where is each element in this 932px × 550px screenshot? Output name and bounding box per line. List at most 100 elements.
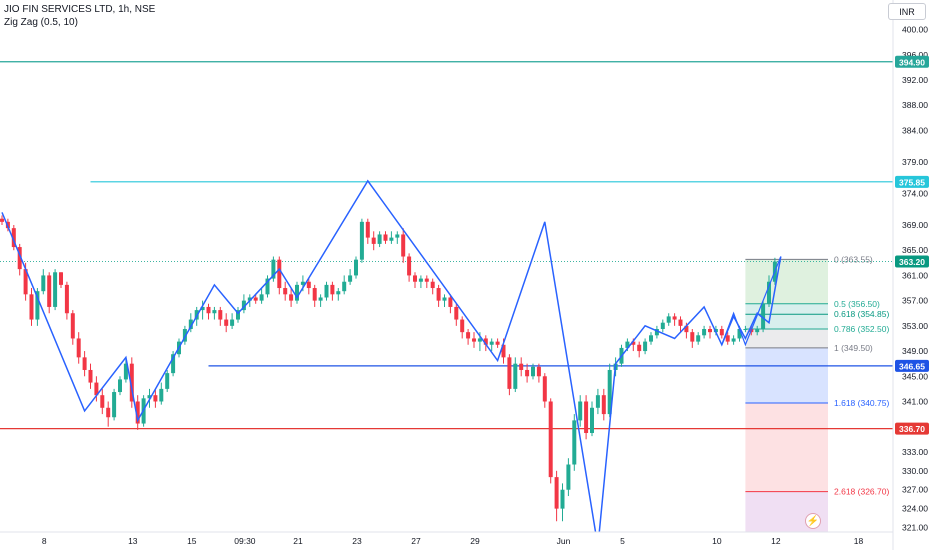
candle-body (159, 388, 164, 402)
candle-body (566, 464, 571, 490)
price-badge-label: 394.90 (899, 57, 925, 67)
candle-body (607, 369, 612, 415)
price-tick-label: 388.00 (902, 100, 928, 110)
candle-body (171, 354, 176, 374)
candle-body (330, 284, 335, 295)
candle-body (519, 363, 524, 370)
candle-body (82, 357, 87, 370)
candle-body (554, 477, 559, 509)
candle-body (295, 284, 299, 301)
candle-body (654, 329, 659, 336)
price-tick-label: 349.00 (902, 346, 928, 356)
candle-body (241, 300, 246, 311)
candle-body (672, 316, 677, 320)
candle-body (743, 329, 748, 330)
candle-body (395, 234, 400, 238)
candle-body (495, 341, 500, 345)
candle-body (595, 395, 600, 408)
price-tick-label: 353.00 (902, 321, 928, 331)
price-badge (895, 175, 929, 188)
price-tick-label: 333.00 (902, 447, 928, 457)
candle-body (560, 489, 565, 509)
candle-body (123, 363, 128, 380)
candle-body (265, 278, 270, 295)
candle-body (259, 294, 264, 301)
candle-body (300, 281, 305, 285)
price-badge (895, 422, 929, 435)
price-tick-label: 361.00 (902, 270, 928, 280)
candle-body (182, 329, 187, 342)
time-tick-label: 27 (411, 536, 421, 546)
time-tick-label: 5 (620, 536, 625, 546)
time-tick-label: 18 (854, 536, 864, 546)
candle-body (631, 341, 636, 345)
candle-body (112, 392, 117, 418)
candle-body (684, 325, 689, 333)
candle-body (737, 329, 742, 339)
candle-body (584, 401, 589, 433)
price-tick-label: 321.00 (902, 523, 928, 533)
price-tick-label: 365.00 (902, 245, 928, 255)
candle-body (542, 376, 547, 402)
candle-body (401, 234, 406, 257)
price-tick-label: 384.00 (902, 125, 928, 135)
symbol-title: JIO FIN SERVICES LTD, 1h, NSE (4, 4, 156, 15)
candle-body (719, 329, 724, 336)
candle-body (536, 366, 541, 377)
indicator-label[interactable]: Zig Zag (0.5, 10) (4, 17, 78, 28)
candle-body (277, 259, 282, 289)
time-tick-label: 09:30 (234, 536, 256, 546)
time-tick-label: 10 (712, 536, 722, 546)
candle-body (531, 366, 535, 377)
candle-body (507, 357, 512, 389)
candle-body (690, 332, 695, 342)
candle-body (0, 218, 4, 222)
candle-body (206, 306, 211, 314)
candle-body (29, 294, 34, 320)
candle-body (418, 278, 423, 282)
candle-body (430, 281, 435, 289)
fib-zone (745, 329, 828, 348)
fib-level-label: 0 (363.55) (834, 254, 873, 264)
candle-body (41, 275, 46, 292)
candle-body (312, 288, 317, 301)
candle-body (413, 275, 417, 282)
candle-body (377, 234, 382, 244)
candle-body (23, 269, 28, 295)
candle-body (643, 341, 648, 352)
time-tick-label: 21 (293, 536, 303, 546)
candle-body (548, 401, 553, 478)
candle-body (271, 259, 276, 279)
candle-body (625, 341, 630, 348)
fib-level-label: 0.786 (352.50) (834, 324, 889, 334)
lightning-icon[interactable]: ⚡ (805, 513, 821, 529)
candle-body (365, 221, 370, 238)
candle-body (436, 288, 441, 301)
time-tick-label: 29 (470, 536, 480, 546)
plot-area: 0 (363.55) 0.5 (356.50)0.618 (354.85) 0.78… (0, 61, 893, 532)
price-tick-label: 330.00 (902, 466, 928, 476)
price-tick-label: 369.00 (902, 220, 928, 230)
currency-button[interactable]: INR (888, 3, 926, 20)
candle-body (483, 338, 488, 345)
candle-body (188, 319, 193, 329)
candle-body (70, 313, 75, 339)
candle-body (336, 291, 341, 295)
candle-body (64, 284, 69, 314)
candle-body (348, 275, 353, 282)
fib-zone (745, 403, 828, 492)
price-tick-label: 341.00 (902, 396, 928, 406)
candle-body (761, 303, 766, 329)
candle-body (572, 420, 577, 465)
candle-body (94, 382, 99, 396)
candle-body (165, 373, 170, 389)
candle-body (442, 297, 447, 301)
candle-body (53, 272, 58, 307)
candle-body (472, 338, 476, 342)
price-tick-label: 374.00 (902, 188, 928, 198)
price-tick-label: 324.00 (902, 504, 928, 514)
candle-body (477, 338, 482, 342)
candle-body (247, 297, 252, 301)
candle-body (371, 237, 376, 244)
